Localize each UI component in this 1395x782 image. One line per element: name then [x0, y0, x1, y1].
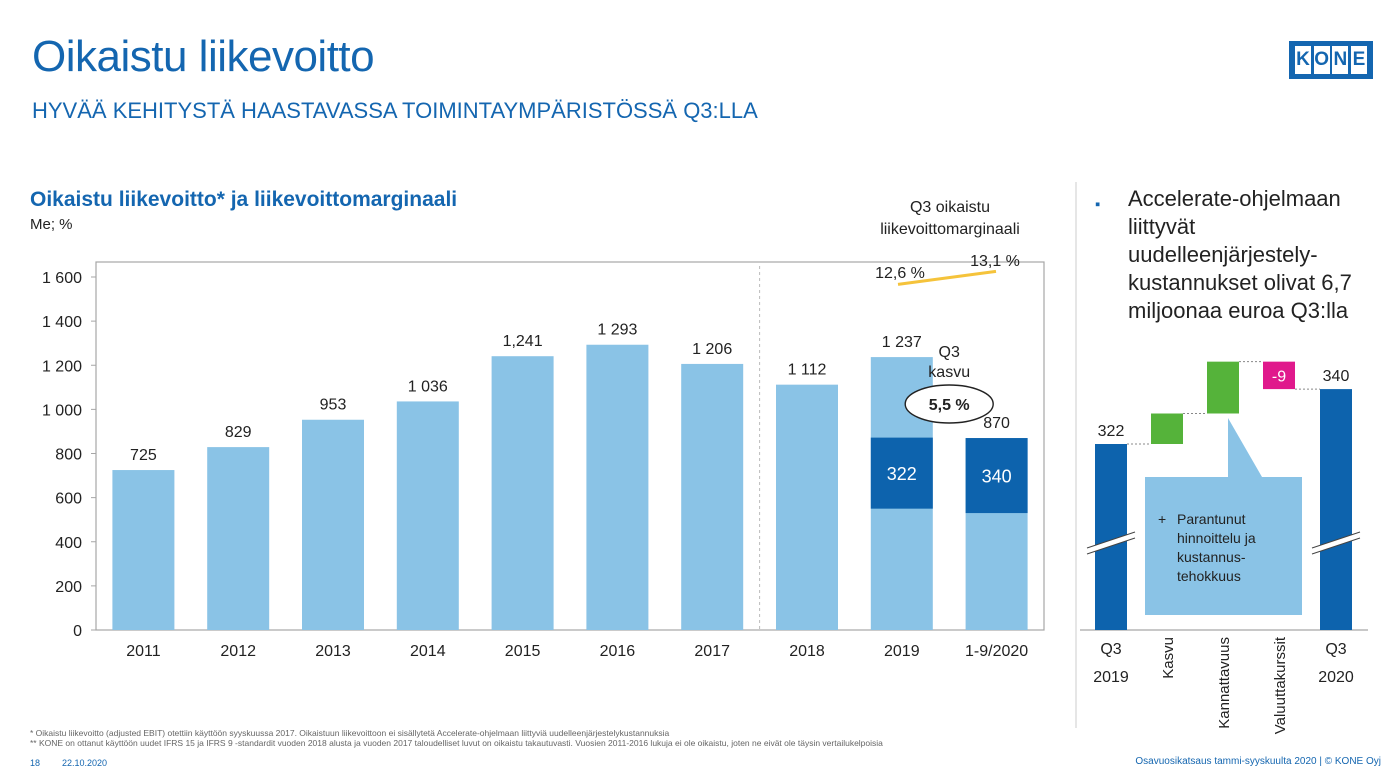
bullet-marker: ▪: [1095, 196, 1101, 213]
footer-copyright: Osavuosikatsaus tammi-syyskuulta 2020 | …: [1135, 756, 1381, 767]
growth-label: Q3: [939, 344, 960, 361]
bar-value-label: 1 237: [882, 334, 922, 351]
waterfall-x-label: Q3: [1100, 641, 1121, 658]
bar-value-label: 725: [130, 447, 157, 464]
bar-value-label: 1,241: [503, 333, 543, 350]
bar: [396, 401, 459, 630]
chart-title: Oikaistu liikevoitto* ja liikevoittomarg…: [30, 188, 458, 211]
footnote: * Oikaistu liikevoitto (adjusted EBIT) o…: [30, 728, 670, 738]
footer-date: 22.10.2020: [62, 758, 108, 768]
x-tick-label: 2013: [315, 643, 351, 660]
logo-letter: E: [1350, 46, 1367, 74]
bar: [776, 384, 838, 630]
waterfall-rotated-label: Kannattavuus: [1216, 637, 1233, 729]
bar-value-label: 1 036: [408, 378, 448, 395]
waterfall-step-bar: [1151, 413, 1183, 444]
x-tick-label: 2017: [694, 643, 730, 660]
y-tick-label: 1 200: [42, 358, 82, 375]
callout-text: kustannus-: [1177, 549, 1246, 565]
bar-value-label: 1 112: [788, 362, 827, 379]
bar: [302, 419, 364, 630]
x-tick-label: 2019: [884, 643, 920, 660]
y-tick-label: 1 600: [42, 270, 82, 287]
q3-segment-label: 322: [887, 464, 917, 484]
chart-frame: [95, 261, 1045, 631]
page-number: 18: [30, 758, 41, 768]
y-tick-label: 800: [55, 447, 82, 464]
logo-letter: N: [1332, 46, 1349, 74]
y-tick-label: 200: [55, 579, 82, 596]
q3-segment: [965, 438, 1028, 514]
y-tick-label: 400: [55, 535, 82, 552]
waterfall-step-label: -9: [1272, 368, 1286, 385]
margin-line: [897, 269, 997, 286]
bar-value-label: 1 293: [597, 322, 637, 339]
waterfall-end-label: 340: [1323, 368, 1350, 385]
growth-label: kasvu: [928, 364, 970, 381]
growth-value: 5,5 %: [929, 397, 970, 414]
margin-label: 13,1 %: [970, 253, 1020, 270]
waterfall-step-bar: [1207, 361, 1239, 414]
kone-logo: K O N E: [1289, 41, 1373, 79]
growth-value-ellipse: [904, 384, 994, 424]
waterfall-rotated-label: Valuuttakurssit: [1272, 636, 1289, 734]
bullet-text: Accelerate-ohjelmaan liittyvät uudelleen…: [1128, 186, 1352, 323]
x-tick-label: 2012: [220, 643, 256, 660]
logo-letter: O: [1313, 46, 1330, 74]
margin-label: 12,6 %: [875, 265, 925, 282]
callout-text: Parantunut: [1177, 511, 1246, 527]
y-tick-label: 1 000: [42, 402, 82, 419]
x-tick-label: 2014: [410, 643, 446, 660]
waterfall-x-label: 2019: [1093, 669, 1129, 686]
callout-box: [1145, 418, 1302, 615]
waterfall-x-label: Q3: [1325, 641, 1346, 658]
bar-value-label: 1 206: [692, 341, 732, 358]
axis-break-line: [1311, 537, 1361, 555]
waterfall-end-bar: [1320, 389, 1352, 630]
bar: [586, 344, 649, 630]
waterfall-start-label: 322: [1098, 423, 1125, 440]
callout-text: hinnoittelu ja: [1177, 530, 1256, 546]
margin-title: Q3 oikaistu: [910, 199, 990, 216]
axis-break: [1087, 532, 1135, 554]
x-tick-label: 2018: [789, 643, 825, 660]
q3-segment: [870, 437, 933, 509]
y-tick-label: 600: [55, 491, 82, 508]
x-tick-label: 2015: [505, 643, 541, 660]
callout-bullet: +: [1158, 511, 1166, 527]
y-tick-label: 1 400: [42, 314, 82, 331]
waterfall-step-bar: [1263, 361, 1295, 390]
bar: [681, 363, 744, 630]
y-tick-label: 0: [73, 623, 82, 640]
waterfall-x-label: 2020: [1318, 669, 1354, 686]
bar: [207, 447, 270, 630]
margin-title: liikevoittomarginaali: [880, 221, 1020, 238]
footnote: ** KONE on ottanut käyttöön uudet IFRS 1…: [30, 738, 883, 748]
chart-unit-label: Me; %: [30, 216, 73, 233]
axis-break-line: [1086, 537, 1136, 555]
axis-break-line: [1311, 531, 1361, 549]
bar-value-label: 953: [320, 397, 347, 414]
page-title: Oikaistu liikevoitto: [32, 32, 375, 81]
bar: [491, 356, 554, 630]
axis-break-line: [1086, 531, 1136, 549]
bar: [112, 470, 175, 630]
logo-letter: K: [1295, 46, 1311, 74]
bar-value-label: 870: [983, 415, 1010, 432]
x-tick-label: 2016: [600, 643, 636, 660]
callout-text: tehokkuus: [1177, 568, 1241, 584]
x-tick-label: 2011: [126, 643, 161, 660]
x-tick-label: 1-9/2020: [965, 643, 1028, 660]
q3-segment-label: 340: [982, 467, 1012, 487]
waterfall-rotated-label: Kasvu: [1160, 637, 1177, 679]
bar-value-label: 829: [225, 424, 252, 441]
axis-break: [1312, 532, 1360, 554]
page-subtitle: HYVÄÄ KEHITYSTÄ HAASTAVASSA TOIMINTAYMPÄ…: [32, 98, 758, 123]
